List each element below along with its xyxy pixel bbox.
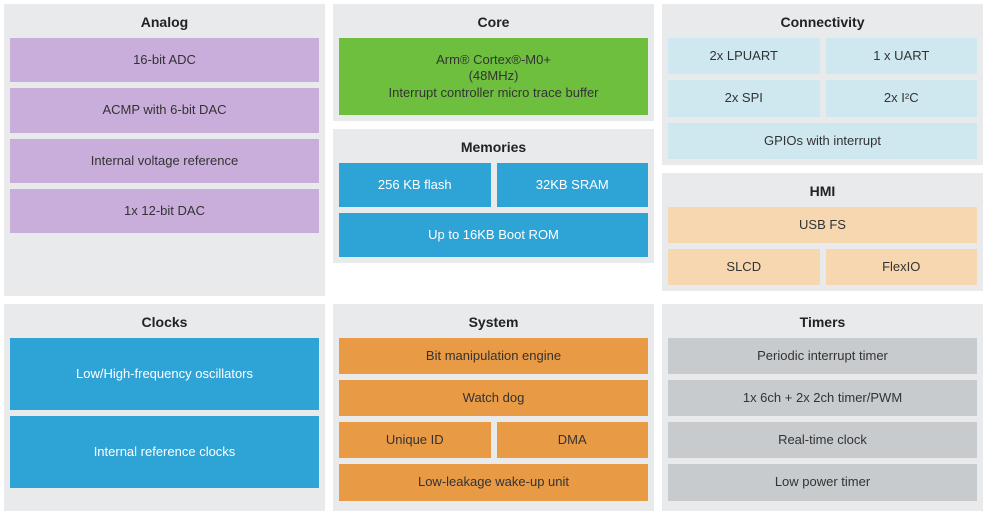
connectivity-spi: 2x SPI — [668, 80, 820, 116]
analog-item-2: Internal voltage reference — [10, 139, 319, 183]
system-bme: Bit manipulation engine — [339, 338, 648, 374]
core-line-0: Arm® Cortex®-M0+ — [345, 52, 642, 68]
connectivity-gpio: GPIOs with interrupt — [668, 123, 977, 159]
system-uniqueid: Unique ID — [339, 422, 491, 458]
panel-analog: Analog 16-bit ADC ACMP with 6-bit DAC In… — [4, 4, 325, 296]
timers-item-0: Periodic interrupt timer — [668, 338, 977, 374]
panel-title-core: Core — [339, 10, 648, 38]
system-dma: DMA — [497, 422, 649, 458]
panel-title-connectivity: Connectivity — [668, 10, 977, 38]
panel-title-clocks: Clocks — [10, 310, 319, 338]
system-llwu: Low-leakage wake-up unit — [339, 464, 648, 500]
panel-title-system: System — [339, 310, 648, 338]
hmi-flexio: FlexIO — [826, 249, 978, 285]
clocks-item-1: Internal reference clocks — [10, 416, 319, 488]
core-line-1: (48MHz) — [345, 68, 642, 84]
panel-title-memories: Memories — [339, 135, 648, 163]
hmi-usb: USB FS — [668, 207, 977, 243]
timers-item-1: 1x 6ch + 2x 2ch timer/PWM — [668, 380, 977, 416]
panel-title-timers: Timers — [668, 310, 977, 338]
panel-system: System Bit manipulation engine Watch dog… — [333, 304, 654, 511]
panel-title-hmi: HMI — [668, 179, 977, 207]
panel-title-analog: Analog — [10, 10, 319, 38]
core-line-2: Interrupt controller micro trace buffer — [345, 85, 642, 101]
panel-timers: Timers Periodic interrupt timer 1x 6ch +… — [662, 304, 983, 511]
analog-item-1: ACMP with 6-bit DAC — [10, 88, 319, 132]
memories-sram: 32KB SRAM — [497, 163, 649, 207]
timers-item-3: Low power timer — [668, 464, 977, 500]
diagram-grid: Analog 16-bit ADC ACMP with 6-bit DAC In… — [4, 4, 983, 511]
clocks-item-0: Low/High-frequency oscillators — [10, 338, 319, 410]
panel-hmi: HMI USB FS SLCD FlexIO — [662, 173, 983, 292]
analog-item-0: 16-bit ADC — [10, 38, 319, 82]
col-connectivity-hmi: Connectivity 2x LPUART 1 x UART 2x SPI 2… — [662, 4, 983, 296]
memories-flash: 256 KB flash — [339, 163, 491, 207]
analog-item-3: 1x 12-bit DAC — [10, 189, 319, 233]
panel-core: Core Arm® Cortex®-M0+ (48MHz) Interrupt … — [333, 4, 654, 121]
connectivity-lpuart: 2x LPUART — [668, 38, 820, 74]
col-core-memories: Core Arm® Cortex®-M0+ (48MHz) Interrupt … — [333, 4, 654, 296]
system-watchdog: Watch dog — [339, 380, 648, 416]
timers-item-2: Real-time clock — [668, 422, 977, 458]
panel-clocks: Clocks Low/High-frequency oscillators In… — [4, 304, 325, 511]
connectivity-uart: 1 x UART — [826, 38, 978, 74]
core-block: Arm® Cortex®-M0+ (48MHz) Interrupt contr… — [339, 38, 648, 115]
panel-memories: Memories 256 KB flash 32KB SRAM Up to 16… — [333, 129, 654, 264]
connectivity-i2c: 2x I²C — [826, 80, 978, 116]
hmi-slcd: SLCD — [668, 249, 820, 285]
memories-bootrom: Up to 16KB Boot ROM — [339, 213, 648, 257]
panel-connectivity: Connectivity 2x LPUART 1 x UART 2x SPI 2… — [662, 4, 983, 165]
